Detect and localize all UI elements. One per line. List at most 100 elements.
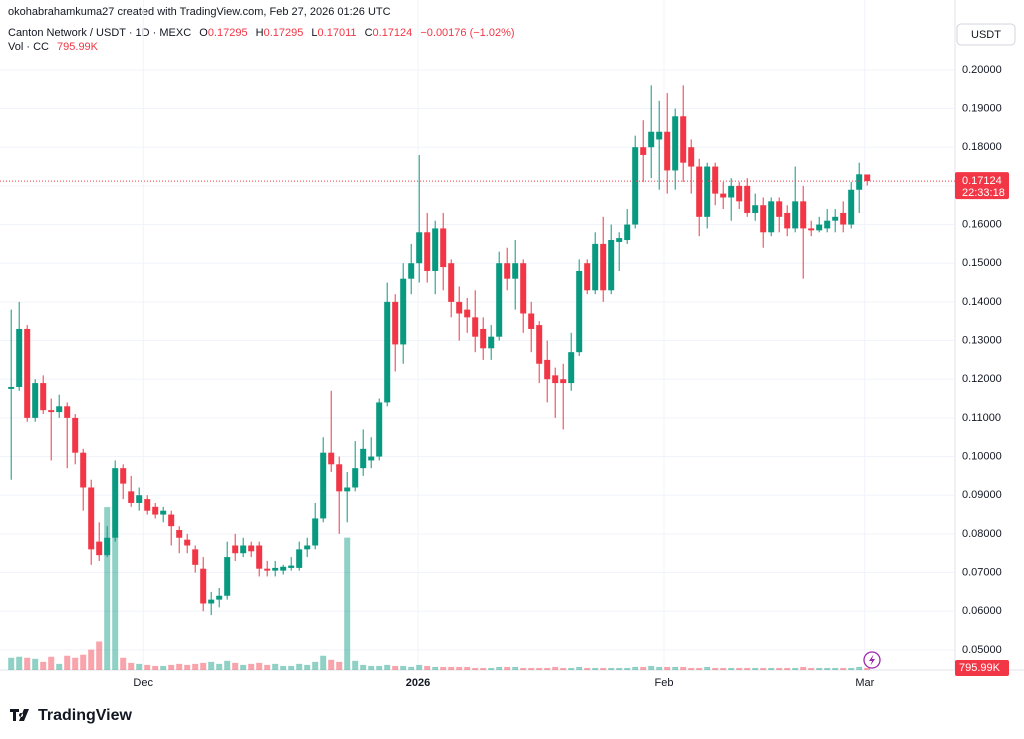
candle-body: [288, 565, 295, 568]
candle-body: [496, 263, 503, 337]
volume-bar: [416, 664, 423, 670]
y-tick-label: 0.13000: [962, 334, 1002, 346]
volume-bar: [688, 667, 695, 670]
candle-body: [824, 220, 831, 229]
candle-body: [368, 456, 375, 461]
logo: [10, 709, 29, 721]
ohlc-key: O: [199, 27, 208, 39]
volume-value: 795.99K: [959, 662, 1001, 674]
y-tick-label: 0.19000: [962, 102, 1002, 114]
candle-body: [864, 174, 871, 182]
volume-bar: [368, 665, 375, 670]
volume-bar: [120, 657, 127, 670]
volume-bar: [72, 657, 79, 670]
candle-body: [568, 352, 575, 384]
candle-body: [88, 487, 95, 550]
volume-bar: [504, 666, 511, 670]
volume-bar: [136, 663, 143, 670]
currency-box[interactable]: [956, 23, 1016, 46]
candle-body: [680, 116, 687, 163]
candle-body: [472, 317, 479, 337]
volume-bar: [288, 665, 295, 670]
volume-bar: [560, 667, 567, 670]
candle-body: [408, 263, 415, 279]
volume-bar: [704, 666, 711, 670]
candle-body: [280, 566, 287, 571]
volume-bar: [352, 660, 359, 670]
volume-bar: [736, 667, 743, 670]
volume-bar: [488, 667, 495, 670]
candle-body: [392, 301, 399, 345]
candle-body: [304, 545, 311, 550]
volume-bar: [96, 641, 103, 670]
candle-body: [320, 452, 327, 519]
ohlc-key: C: [364, 27, 373, 39]
volume-bar: [632, 666, 639, 670]
candle-body: [688, 147, 695, 167]
candle-body: [528, 313, 535, 329]
candle-body: [48, 410, 55, 413]
candle-body: [328, 452, 335, 465]
volume-bar: [176, 663, 183, 670]
volume-bar: [672, 666, 679, 670]
candle-body: [640, 147, 647, 155]
candle-body: [488, 336, 495, 349]
ohlc-key: H: [255, 27, 264, 39]
y-tick-label: 0.11000: [962, 412, 1001, 424]
candle-body: [96, 541, 103, 556]
candle-body: [40, 383, 47, 411]
volume-bar: [256, 662, 263, 670]
candle-body: [816, 224, 823, 231]
volume-bar: [336, 661, 343, 670]
candle-body: [584, 263, 591, 291]
volume-bar: [320, 655, 327, 670]
volume-bar: [448, 666, 455, 670]
candle-body: [224, 557, 231, 596]
volume-bar: [456, 666, 463, 670]
ohlc-value: 0.17011: [317, 27, 357, 39]
candle-body: [544, 359, 551, 380]
y-tick-label: 0.10000: [962, 450, 1002, 462]
candle-body: [272, 567, 279, 571]
candle-body: [112, 468, 119, 538]
volume-bar: [512, 666, 519, 670]
ohlc-value: 0.17124: [372, 27, 413, 39]
volume-bar: [64, 655, 71, 670]
currency[interactable]: USDT: [971, 29, 1001, 41]
volume-bar: [8, 657, 15, 670]
candle-body: [712, 166, 719, 194]
candle-body: [464, 309, 471, 318]
candle-body: [760, 205, 767, 233]
symbol: Canton Network / USDT · 1D · MEXC: [8, 27, 192, 39]
volume-bar: [464, 666, 471, 670]
volume-bar: [520, 667, 527, 670]
countdown: 22:33:18: [962, 187, 1005, 199]
candle-body: [648, 131, 655, 148]
y-tick-label: 0.18000: [962, 141, 1002, 153]
volume-bar: [800, 666, 807, 670]
volume-bar: [640, 666, 647, 670]
volume-bar: [408, 666, 415, 670]
volume-bar: [224, 660, 231, 670]
candle-body: [440, 228, 447, 268]
volume-bar: [656, 666, 663, 670]
volume-bar: [392, 665, 399, 670]
volume-bar: [648, 665, 655, 670]
candle-body: [552, 375, 559, 384]
volume-bar: [384, 664, 391, 670]
candle-body: [264, 568, 271, 571]
volume-badge: [955, 659, 1009, 676]
volume-bar: [40, 661, 47, 670]
last-price-badge: [955, 172, 1009, 200]
candle-body: [240, 545, 247, 554]
candle-body: [512, 263, 519, 279]
candle-body: [184, 539, 191, 546]
volume-bar: [264, 664, 271, 670]
volume-bar: [600, 667, 607, 670]
candle-body: [176, 530, 183, 538]
volume-bar: [24, 657, 31, 670]
x-tick-label: Mar: [855, 677, 874, 689]
candle-body: [520, 263, 527, 314]
volume-bar: [272, 663, 279, 670]
